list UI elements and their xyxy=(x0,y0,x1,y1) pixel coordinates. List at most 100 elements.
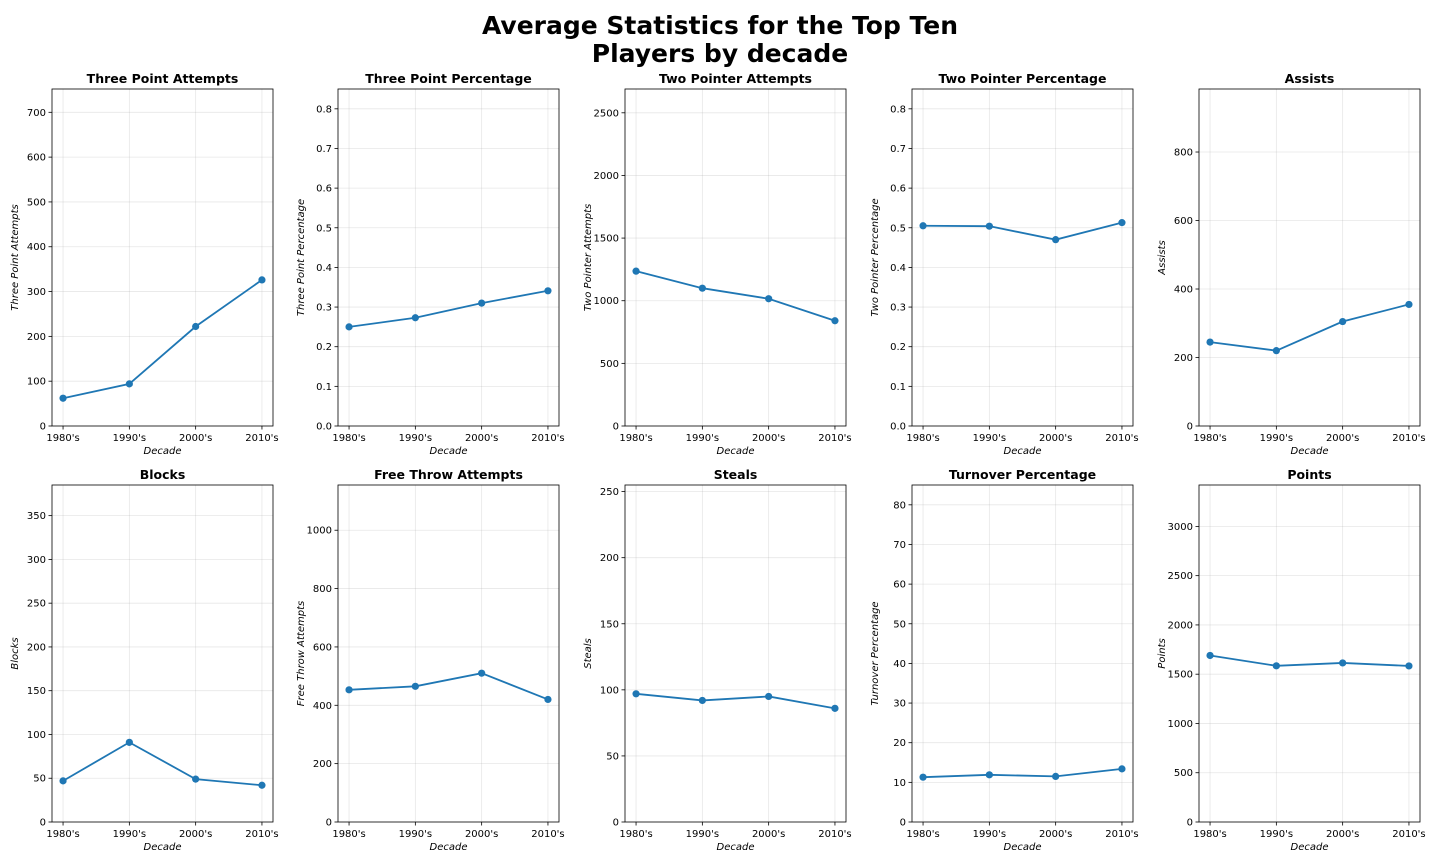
y-tick-label: 0.7 xyxy=(316,144,332,155)
y-tick-label: 0.2 xyxy=(890,342,906,353)
x-tick-label: 2010's xyxy=(1392,829,1425,840)
y-tick-label: 0 xyxy=(1187,422,1193,433)
x-axis-label: Decade xyxy=(1291,446,1329,457)
y-tick-label: 0.3 xyxy=(890,303,906,314)
figure-title-line2: Players by decade xyxy=(591,39,849,68)
data-point xyxy=(1272,347,1280,355)
chart-panel-8: 0 50 100 150 200 250 1980's 1990's 2000's 2010's S… xyxy=(583,467,852,853)
x-tick-label: 2000's xyxy=(179,433,212,444)
y-tick-label: 500 xyxy=(27,197,46,208)
y-tick-label: 2000 xyxy=(594,171,619,182)
y-tick-label: 0.4 xyxy=(316,263,332,274)
y-tick-label: 1000 xyxy=(307,526,332,537)
chart-panel-10: 0 500 1000 1500 2000 2500 3000 1980's 1990's 2000… xyxy=(1157,467,1426,853)
data-point xyxy=(411,682,419,690)
data-point xyxy=(1405,300,1413,309)
series-line xyxy=(1209,303,1410,352)
y-tick-label: 800 xyxy=(1174,148,1193,159)
y-axis-label: Two Pointer Attempts xyxy=(583,204,594,311)
y-tick-label: 600 xyxy=(1174,216,1193,227)
y-tick-label: 500 xyxy=(600,359,619,370)
y-tick-label: 150 xyxy=(600,619,619,630)
x-axis-label: Decade xyxy=(717,446,755,457)
x-tick-label: 1980's xyxy=(906,433,939,444)
axes-frame xyxy=(51,484,274,823)
data-point xyxy=(1052,236,1060,244)
y-axis-label: Turnover Percentage xyxy=(870,601,881,705)
y-tick-label: 700 xyxy=(27,108,46,119)
x-tick-label: 2000's xyxy=(752,829,785,840)
y-tick-label: 0 xyxy=(1187,818,1193,829)
data-point xyxy=(919,222,927,230)
axes-frame xyxy=(337,484,560,823)
y-tick-label: 200 xyxy=(27,642,46,653)
y-tick-label: 0.7 xyxy=(890,144,906,155)
axes-frame xyxy=(624,88,847,427)
series-line xyxy=(1209,654,1409,667)
x-axis-label: Decade xyxy=(1291,842,1329,853)
series-line xyxy=(635,692,836,710)
figure-title-line1: Average Statistics for the Top Ten xyxy=(481,11,959,40)
y-tick-label: 10 xyxy=(893,778,906,789)
y-axis-label: Free Throw Attempts xyxy=(296,601,307,706)
y-tick-label: 0 xyxy=(900,818,906,829)
y-tick-label: 100 xyxy=(27,377,46,388)
x-tick-label: 2000's xyxy=(179,829,212,840)
y-tick-label: 0.5 xyxy=(316,223,332,234)
x-tick-label: 1980's xyxy=(46,433,79,444)
series-line xyxy=(62,279,263,400)
y-tick-label: 0.8 xyxy=(890,104,906,115)
x-tick-label: 1990's xyxy=(973,829,1006,840)
y-tick-label: 400 xyxy=(27,242,46,253)
x-tick-label: 1990's xyxy=(973,433,1006,444)
x-tick-label: 1990's xyxy=(1260,433,1293,444)
y-tick-label: 200 xyxy=(313,759,332,770)
x-tick-label: 2010's xyxy=(245,433,278,444)
series-line xyxy=(923,767,1123,779)
x-tick-label: 1990's xyxy=(686,829,719,840)
x-tick-label: 1980's xyxy=(332,433,365,444)
data-point xyxy=(478,299,486,307)
y-tick-label: 0 xyxy=(613,818,619,829)
chart-panel-2: 0.0 0.1 0.2 0.3 0.4 0.5 0.6 0.7 0.8 1980's 1990's 2… xyxy=(296,71,565,457)
y-tick-label: 0 xyxy=(613,422,619,433)
y-tick-label: 0.0 xyxy=(890,422,906,433)
y-tick-label: 50 xyxy=(893,619,906,630)
data-point xyxy=(1052,772,1060,781)
chart-panel-9: 0 10 20 30 40 50 60 70 80 1980's 1990's 2000's 2010'… xyxy=(870,467,1139,853)
data-point xyxy=(1405,662,1413,670)
y-tick-label: 250 xyxy=(27,599,46,610)
data-point xyxy=(192,775,200,783)
y-tick-label: 1500 xyxy=(594,234,619,245)
data-point xyxy=(59,394,67,402)
x-axis-label: Decade xyxy=(717,842,755,853)
y-tick-label: 0 xyxy=(40,818,46,829)
y-tick-label: 0.5 xyxy=(890,223,906,234)
axes-frame xyxy=(624,484,847,823)
y-tick-label: 800 xyxy=(313,584,332,595)
y-tick-label: 0.3 xyxy=(316,303,332,314)
y-tick-label: 2000 xyxy=(1168,620,1193,631)
y-axis-label: Assists xyxy=(1157,240,1168,275)
data-point xyxy=(125,380,133,388)
panel-title: Steals xyxy=(714,467,758,482)
x-tick-label: 1990's xyxy=(686,433,719,444)
chart-panel-7: 0 200 400 600 800 1000 1980's 1990's 2000's 2010'… xyxy=(296,467,565,853)
x-tick-label: 2010's xyxy=(1105,829,1138,840)
data-point xyxy=(698,284,706,292)
x-tick-label: 1990's xyxy=(113,433,146,444)
data-point xyxy=(411,314,419,322)
series-line xyxy=(349,672,549,701)
y-tick-label: 2500 xyxy=(594,108,619,119)
chart-panel-4: 0.0 0.1 0.2 0.3 0.4 0.5 0.6 0.7 0.8 1980's 1990's 2… xyxy=(870,71,1139,457)
y-tick-label: 0.6 xyxy=(890,184,906,195)
x-tick-label: 1990's xyxy=(1260,829,1293,840)
data-point xyxy=(345,323,353,331)
y-tick-label: 20 xyxy=(893,738,906,749)
panel-title: Assists xyxy=(1285,71,1335,86)
y-tick-label: 300 xyxy=(27,287,46,298)
x-axis-label: Decade xyxy=(1004,842,1042,853)
y-tick-label: 600 xyxy=(313,642,332,653)
axes-frame xyxy=(51,88,274,427)
data-point xyxy=(1272,662,1280,670)
